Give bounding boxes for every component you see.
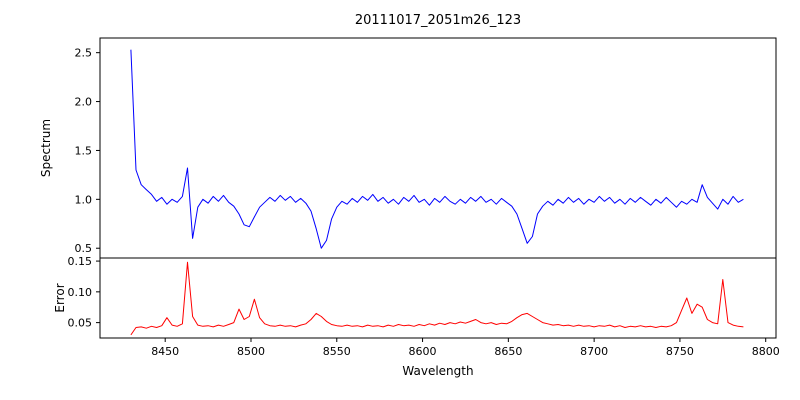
- x-tick-label: 8450: [151, 345, 179, 358]
- error-line: [130, 261, 744, 336]
- error-y-tick-label: 0.05: [68, 317, 93, 330]
- spectrum-y-tick-label: 1.5: [75, 144, 93, 157]
- x-tick-label: 8600: [409, 345, 437, 358]
- chart-title: 20111017_2051m26_123: [354, 13, 522, 28]
- error-y-tick-label: 0.10: [68, 286, 93, 299]
- x-tick-label: 8800: [752, 345, 780, 358]
- spectrum-y-tick-label: 0.5: [75, 242, 93, 255]
- error-y-tick-label: 0.15: [68, 255, 93, 268]
- spectrum-line: [130, 49, 744, 249]
- x-tick-label: 8500: [237, 345, 265, 358]
- spectrum-panel-frame: [99, 37, 777, 259]
- x-axis-label: Wavelength: [402, 364, 474, 378]
- x-tick-label: 8650: [494, 345, 522, 358]
- x-tick-label: 8700: [580, 345, 608, 358]
- spectrum-y-tick-label: 2.5: [75, 47, 93, 60]
- spectrum-y-tick-label: 2.0: [75, 96, 93, 109]
- x-tick-label: 8750: [666, 345, 694, 358]
- spectrum-y-tick-label: 1.0: [75, 193, 93, 206]
- x-tick-label: 8550: [323, 345, 351, 358]
- error-panel-frame: [99, 257, 777, 339]
